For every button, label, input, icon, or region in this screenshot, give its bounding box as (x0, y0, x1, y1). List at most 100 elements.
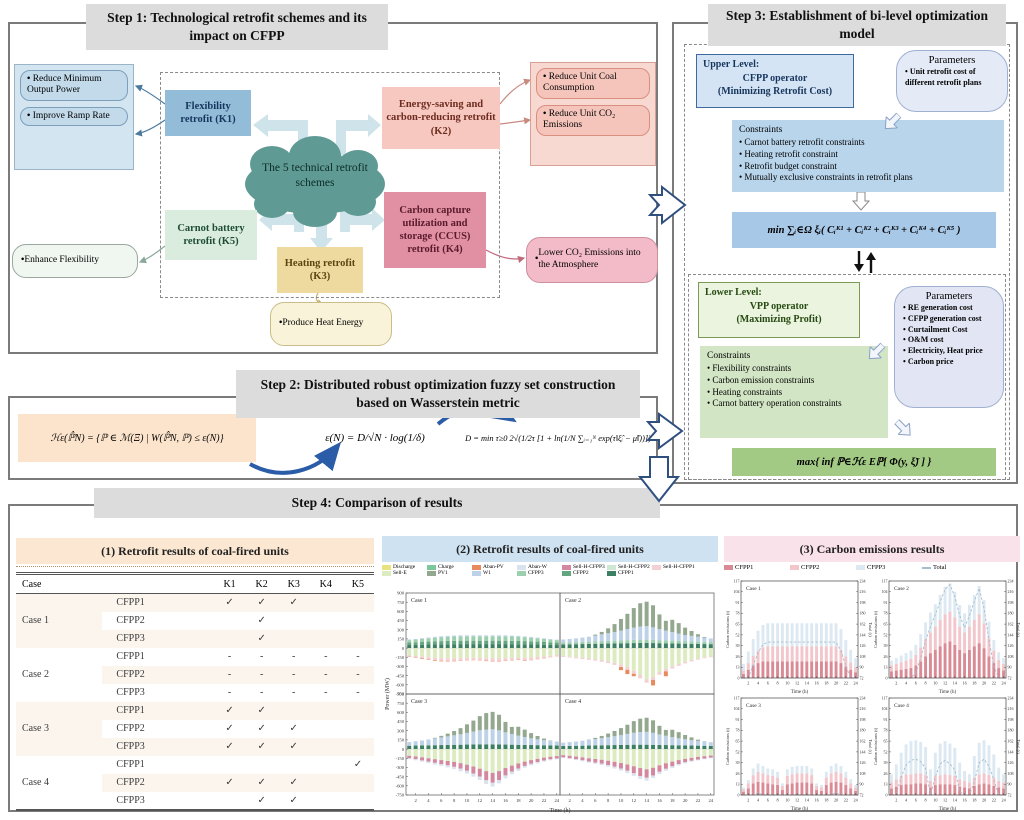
empty-cell (278, 630, 310, 648)
svg-text:22: 22 (992, 798, 996, 803)
check-mark: ✓ (289, 777, 298, 788)
legend-item: Sell-H-CFPP1 (652, 564, 697, 570)
retrofit-table-wrap: Case K1 K2 K3 K4 K5 Case 1 CFPP1 ✓ ✓ ✓ CFPP2 ✓ CFPP3 ✓… (16, 572, 374, 811)
svg-text:10: 10 (933, 681, 937, 686)
svg-text:78: 78 (736, 611, 740, 616)
retrofit-results-table: Case K1 K2 K3 K4 K5 Case 1 CFPP1 ✓ ✓ ✓ CFPP2 ✓ CFPP3 ✓… (16, 572, 374, 811)
svg-text:162: 162 (860, 622, 866, 627)
svg-text:Time (h): Time (h) (791, 807, 809, 812)
check-mark: ✓ (289, 794, 298, 806)
check-mark: ✓ (225, 723, 234, 734)
legend-swatch (724, 565, 733, 570)
empty-cell (310, 756, 342, 774)
unit-label: CFPP3 (116, 687, 145, 698)
svg-text:Carbon emissions (t): Carbon emissions (t) (725, 727, 730, 765)
svg-text:-450: -450 (396, 673, 405, 678)
step2-title-text: Step 2: Distributed robust optimization … (260, 377, 616, 410)
dash-mark: - (324, 651, 328, 662)
legend-item: Aban-W (517, 564, 562, 570)
legend-label: CFPP2 (573, 570, 589, 576)
svg-text:0: 0 (886, 792, 888, 797)
table-row: Case 4 CFPP1 ✓ (16, 756, 374, 788)
legend-item: Aban-PV (472, 564, 517, 570)
svg-text:39: 39 (736, 643, 740, 648)
step4-panel: (1) Retrofit results of coal-fired units… (8, 504, 1020, 814)
k3-label: Heating retrofit (K3) (284, 257, 356, 282)
svg-text:26: 26 (736, 771, 740, 776)
svg-text:18: 18 (670, 798, 675, 803)
svg-text:104: 104 (734, 589, 740, 594)
svg-text:162: 162 (1008, 739, 1014, 744)
check-mark: ✓ (289, 723, 298, 734)
retrofit-table-header-text: (1) Retrofit results of coal-fired units (101, 543, 289, 558)
formula-radius-text: ε(N) = D/√N · log(1/δ) (325, 432, 425, 444)
svg-text:13: 13 (736, 665, 740, 670)
legend-swatch (607, 564, 616, 570)
svg-text:90: 90 (1008, 665, 1012, 670)
svg-text:91: 91 (736, 600, 740, 605)
legend-swatch (427, 564, 436, 570)
svg-text:Total (t): Total (t) (1016, 739, 1020, 754)
svg-text:Total (t): Total (t) (1016, 622, 1020, 637)
empty-cell (310, 720, 342, 738)
upper-downarrow-icon (851, 191, 871, 216)
legend-item: Charge (427, 564, 472, 570)
legend-item: Sell-E (382, 570, 427, 576)
formula-set-text: ℋε(ℙ̂N) = {ℙ ∈ ℳ(Ξ) | W(ℙ̂N, ℙ) ≤ ε(N)} (50, 432, 224, 444)
svg-text:14: 14 (953, 798, 958, 803)
cloud-label: The 5 technical retrofit schemes (255, 161, 375, 191)
k5-label: Carnot battery retrofit (K5) (177, 222, 245, 247)
power-charts-header-text: (2) Retrofit results of coal-fired units (456, 541, 644, 556)
unit-label: CFPP1 (116, 597, 145, 609)
upper-parameters-list: Unit retrofit cost of different retrofit… (905, 67, 999, 89)
svg-text:18: 18 (972, 681, 976, 686)
legend-label: CFPP3 (528, 570, 544, 576)
svg-text:72: 72 (1008, 675, 1012, 680)
upper-objective-formula: min ∑ᵢ∈Ω ξᵢ( Cᵢᴷ¹ + Cᵢᴷ² + Cᵢᴷ³ + Cᵢᴷ⁴ +… (732, 212, 996, 248)
lower-parameters-title: Parameters (925, 291, 973, 302)
dash-mark: - (292, 669, 296, 680)
svg-text:26: 26 (884, 771, 888, 776)
empty-cell (214, 792, 246, 810)
svg-text:20: 20 (529, 798, 534, 803)
svg-text:10: 10 (933, 798, 937, 803)
check-mark: ✓ (225, 777, 234, 788)
svg-text:2: 2 (895, 681, 897, 686)
upper-constraints-title: Constraints (739, 125, 783, 135)
list-item: Reduce Minimum Output Power (20, 70, 128, 101)
svg-text:Power (MW): Power (MW) (384, 678, 391, 710)
legend-item: PV1 (427, 570, 472, 576)
col-header-k5: K5 (341, 573, 374, 594)
svg-text:4: 4 (757, 798, 760, 803)
svg-text:198: 198 (1008, 717, 1014, 722)
step1-title-text: Step 1: Technological retrofit schemes a… (107, 10, 367, 43)
svg-text:108: 108 (860, 771, 866, 776)
svg-text:16: 16 (657, 798, 662, 803)
svg-text:22: 22 (992, 681, 996, 686)
k4-effect-label: Lower CO₂ Emissions into the Atmosphere (538, 248, 641, 270)
table-row: Case 2 CFPP1 - - - - - (16, 648, 374, 680)
unit-label: CFPP1 (116, 651, 145, 662)
svg-text:24: 24 (1001, 681, 1006, 686)
dash-mark: - (259, 687, 264, 698)
upper-objective-text: min ∑ᵢ∈Ω ξᵢ( Cᵢᴷ¹ + Cᵢᴷ² + Cᵢᴷ³ + Cᵢᴷ⁴ +… (767, 225, 961, 236)
list-item: Carbon price (903, 357, 995, 368)
emissions-charts-header-text: (3) Carbon emissions results (799, 541, 945, 556)
svg-text:Carbon emissions (t): Carbon emissions (t) (873, 727, 878, 765)
svg-text:0: 0 (738, 675, 740, 680)
dash-mark: - (356, 669, 360, 680)
svg-text:0: 0 (738, 792, 740, 797)
svg-text:78: 78 (884, 728, 888, 733)
svg-text:10: 10 (785, 681, 789, 686)
svg-text:198: 198 (860, 600, 866, 605)
upper-params-arrow-icon (876, 106, 905, 135)
legend-label: Sell-H-CFPP1 (663, 564, 695, 570)
step1-scheme-group-frame (160, 72, 500, 298)
svg-text:234: 234 (1008, 695, 1014, 700)
svg-text:Total (t): Total (t) (868, 739, 872, 754)
svg-text:6: 6 (767, 681, 769, 686)
svg-text:216: 216 (1008, 706, 1014, 711)
svg-text:198: 198 (860, 717, 866, 722)
legend-label: Total (933, 564, 947, 571)
svg-text:12: 12 (631, 798, 636, 803)
